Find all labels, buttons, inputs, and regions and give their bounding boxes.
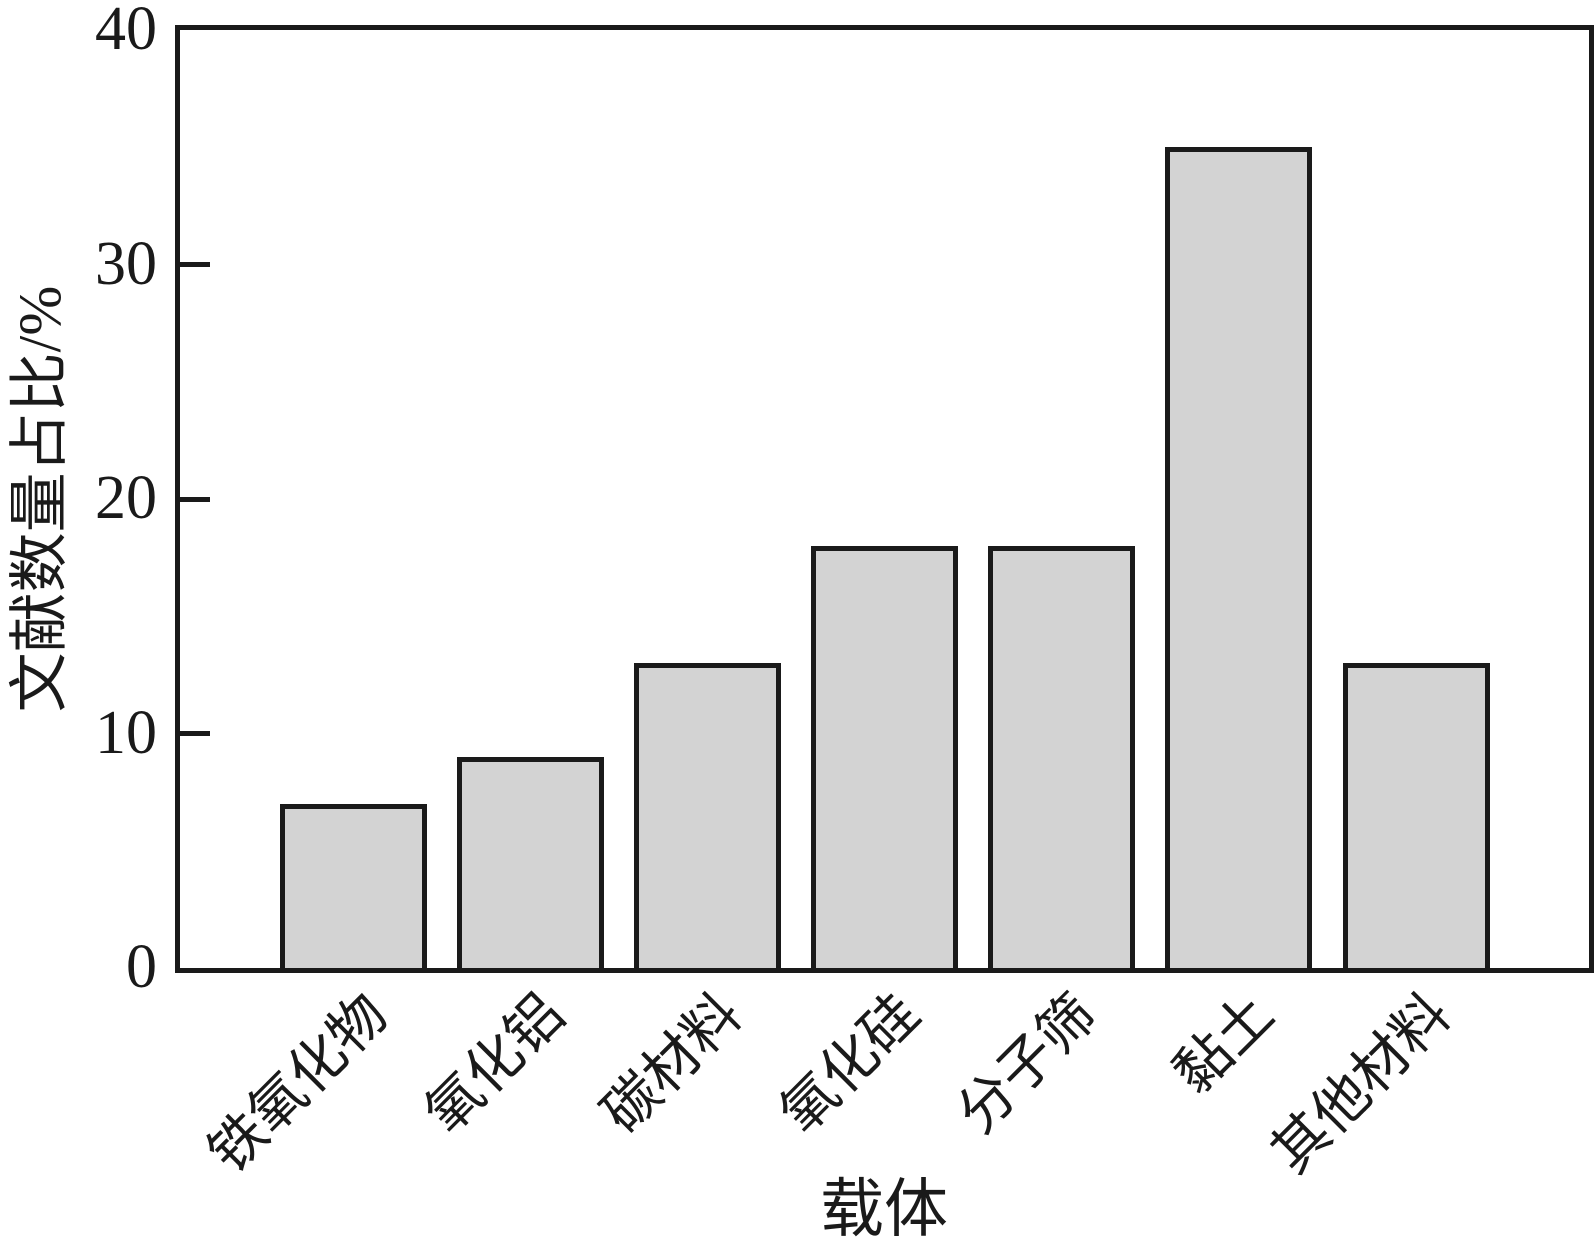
x-tick-label: 氧化硅 — [768, 982, 932, 1146]
y-tick-label: 30 — [95, 229, 157, 298]
bar — [279, 803, 427, 968]
bar — [456, 756, 604, 968]
y-tick — [180, 496, 210, 502]
y-tick-label: 0 — [126, 932, 157, 1001]
bar — [1165, 147, 1313, 968]
bar — [811, 545, 958, 968]
x-tick-label: 氧化铝 — [414, 982, 577, 1146]
x-axis-title: 载体 — [820, 1174, 948, 1245]
y-tick — [180, 731, 210, 736]
plot-area — [175, 25, 1594, 973]
bar — [988, 545, 1136, 968]
y-tick-label: 40 — [95, 0, 157, 63]
y-axis-title: 文献数量占比/% — [7, 285, 73, 713]
x-tick-label: 分子筛 — [945, 982, 1109, 1146]
y-tick-label: 10 — [95, 698, 157, 767]
y-tick-label: 20 — [95, 463, 157, 532]
bar — [633, 663, 781, 968]
x-tick-label: 铁氧化物 — [197, 982, 400, 1186]
bar — [1342, 663, 1490, 968]
x-tick-label: 黏土 — [1162, 982, 1286, 1106]
y-tick — [180, 262, 210, 267]
x-tick-label: 碳材料 — [591, 982, 755, 1146]
x-tick-label: 其他材料 — [1260, 982, 1463, 1186]
